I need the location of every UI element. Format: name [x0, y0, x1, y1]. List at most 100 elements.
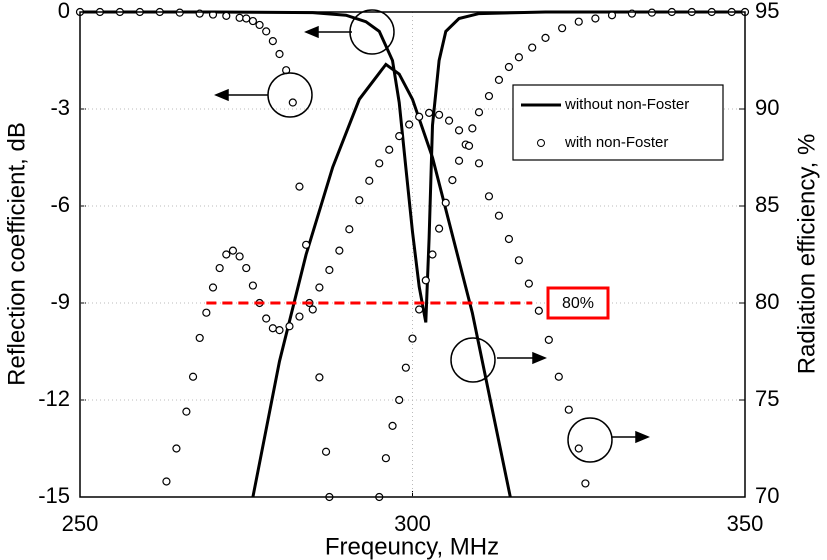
annotation-circle: [567, 417, 613, 463]
series-marker: [401, 363, 410, 372]
legend-box: [512, 84, 724, 161]
series-marker: [381, 454, 390, 463]
series-marker: [295, 182, 304, 191]
y-tick-label: -9: [50, 289, 70, 314]
series-marker: [425, 108, 434, 117]
series-marker: [335, 246, 344, 255]
series-marker: [321, 447, 331, 456]
series-marker: [514, 256, 524, 265]
series-marker: [591, 14, 600, 23]
x-axis-label: Freqeuncy, MHz: [325, 533, 499, 560]
y2-tick-label: 80: [755, 289, 779, 314]
series-marker: [188, 372, 198, 381]
series-marker: [524, 279, 533, 288]
series-marker: [222, 250, 231, 259]
series-marker: [262, 27, 271, 36]
series-marker: [162, 477, 171, 486]
series-marker: [441, 198, 450, 207]
series-marker: [504, 62, 514, 72]
series-marker: [528, 43, 537, 52]
series-marker: [435, 110, 444, 119]
series-marker: [228, 246, 238, 255]
series-marker: [222, 11, 231, 20]
series-marker: [395, 132, 404, 141]
series-marker: [288, 98, 297, 107]
series-marker: [454, 156, 464, 165]
series-marker: [275, 326, 284, 335]
series-marker: [235, 252, 244, 261]
series-marker: [195, 333, 204, 343]
series-marker: [365, 176, 374, 185]
series-marker: [574, 17, 583, 26]
series-marker: [415, 112, 424, 121]
series-marker: [514, 53, 524, 62]
annotation-circle: [450, 337, 496, 383]
series-marker: [428, 250, 437, 259]
series-line: [251, 62, 512, 498]
arrow-head: [214, 88, 229, 102]
series-marker: [268, 36, 277, 46]
y-tick-label: 0: [58, 0, 70, 23]
series-marker: [375, 159, 384, 168]
series-marker: [581, 479, 590, 488]
series-marker: [202, 308, 211, 317]
legend-label: with non-Foster: [564, 134, 668, 151]
series-line: [80, 10, 745, 323]
series-marker: [242, 14, 251, 23]
y-tick-label: -12: [38, 386, 70, 411]
series-marker: [255, 20, 264, 30]
series-marker: [242, 263, 251, 273]
x-tick-label: 250: [62, 511, 99, 536]
series-marker: [195, 9, 204, 18]
series-marker: [474, 159, 484, 168]
y2-tick-label: 95: [755, 0, 779, 23]
series-marker: [248, 16, 257, 26]
series-marker: [541, 33, 550, 42]
series-marker: [484, 192, 494, 201]
series-marker: [345, 225, 354, 234]
series-marker: [454, 126, 464, 135]
series-marker: [315, 283, 324, 292]
y2-tick-label: 90: [755, 95, 779, 120]
series-marker: [302, 240, 311, 249]
series-marker: [355, 196, 364, 205]
series-marker: [415, 305, 424, 314]
series-marker: [405, 120, 414, 129]
series-marker: [544, 335, 553, 344]
series-marker: [494, 75, 504, 85]
series-marker: [275, 49, 284, 59]
series-marker: [574, 444, 583, 453]
series-marker: [285, 322, 294, 331]
y-axis-label: Reflection coefficient, dB: [3, 122, 30, 386]
series-marker: [504, 234, 514, 244]
series-marker: [325, 265, 334, 275]
y2-tick-label: 85: [755, 192, 779, 217]
series-marker: [388, 421, 397, 430]
x-tick-label: 350: [727, 511, 764, 536]
series-marker: [627, 9, 637, 18]
arrow-head: [304, 25, 319, 39]
series-marker: [558, 24, 567, 33]
series-marker: [248, 281, 257, 290]
arrow-head: [635, 430, 650, 444]
y2-axis-label: Radiation efficiency, %: [793, 134, 820, 375]
series-marker: [172, 444, 181, 453]
series-marker: [208, 283, 218, 292]
annotations: [214, 9, 650, 463]
y2-tick-label: 70: [755, 483, 779, 508]
series-marker: [494, 211, 504, 220]
series-marker: [444, 116, 454, 125]
series-marker: [448, 176, 457, 185]
threshold-label-box: [546, 286, 610, 320]
series-marker: [554, 372, 563, 381]
series-marker: [468, 124, 477, 133]
threshold-label: 80%: [562, 295, 594, 312]
series-marker: [534, 306, 543, 315]
series-marker: [474, 108, 484, 117]
series-marker: [408, 334, 417, 343]
series-marker: [395, 395, 404, 405]
series-marker: [421, 276, 430, 285]
series-marker: [208, 10, 218, 19]
plot-frame: [79, 11, 746, 498]
